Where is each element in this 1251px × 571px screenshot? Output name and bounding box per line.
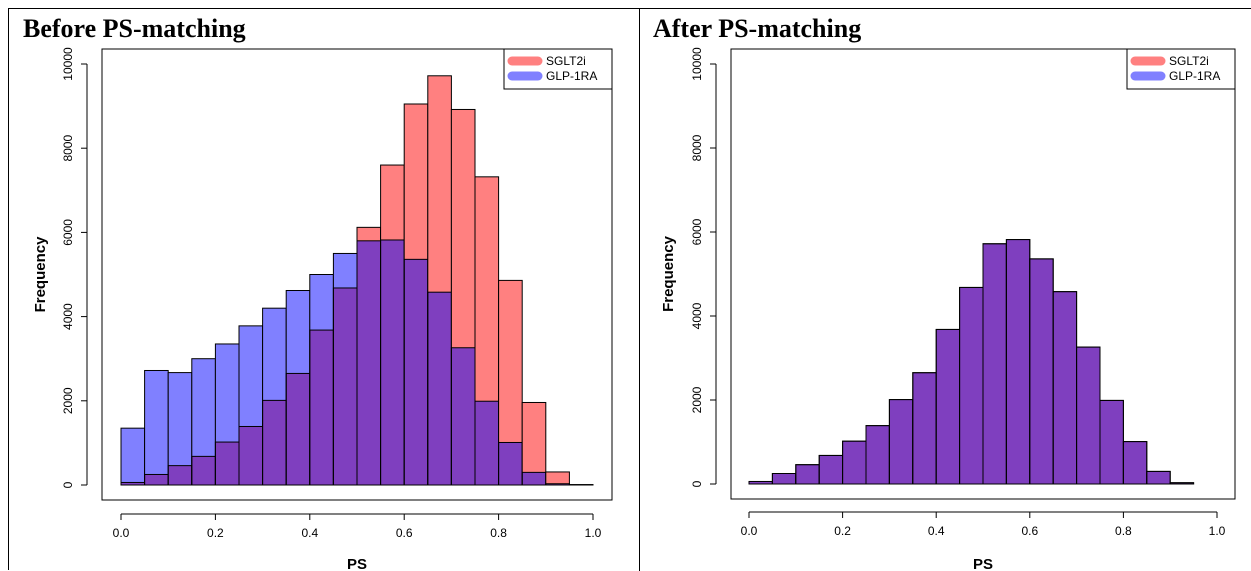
x-tick-label: 0.6 <box>1021 524 1038 538</box>
x-tick-label: 0.6 <box>396 526 413 540</box>
sglt2i-excess-bar <box>475 177 499 401</box>
overlap-bar <box>1077 347 1100 484</box>
y-tick-label: 0 <box>61 481 75 488</box>
sglt2i-excess-bar <box>404 104 428 259</box>
overlap-bar <box>983 244 1006 484</box>
y-tick-label: 8000 <box>61 135 75 162</box>
overlap-bar <box>357 241 381 485</box>
sglt2i-excess-bar <box>499 280 523 442</box>
overlap-bar <box>404 259 428 485</box>
sglt2i-excess-bar <box>428 76 452 292</box>
legend-label: SGLT2i <box>546 54 586 68</box>
y-tick-label: 8000 <box>690 134 704 161</box>
overlap-bar <box>1100 400 1123 484</box>
overlap-bar <box>1123 442 1146 484</box>
overlap-bar <box>1147 471 1170 484</box>
overlap-bar <box>866 426 889 484</box>
y-tick-label: 4000 <box>690 302 704 329</box>
overlap-bar <box>936 329 959 484</box>
y-axis-title: Frequency <box>32 236 49 313</box>
figure-frame: 0.0 0.2 0.4 0.6 0.8 1.0 PS 0 2000 4000 6000 8000 100… <box>8 8 1251 570</box>
overlap-bar <box>192 456 216 485</box>
x-tick-label: 0.4 <box>928 524 945 538</box>
before-panel-title: Before PS-matching <box>23 15 246 43</box>
glp1ra-excess-bar <box>121 428 145 482</box>
y-tick-label: 6000 <box>61 219 75 246</box>
overlap-bar <box>772 474 795 485</box>
glp1ra-excess-bar <box>239 326 263 427</box>
x-tick-label: 0.8 <box>1115 524 1132 538</box>
before-chart: 0.0 0.2 0.4 0.6 0.8 1.0 PS 0 2000 4000 6000 8000 100… <box>9 9 639 571</box>
overlap-bar <box>522 472 546 485</box>
overlap-bar <box>310 330 334 485</box>
y-tick-label: 2000 <box>690 386 704 413</box>
glp1ra-excess-bar <box>145 370 169 474</box>
overlap-bar <box>333 288 357 485</box>
legend-label: SGLT2i <box>1169 54 1209 68</box>
y-tick-label: 10000 <box>61 47 75 81</box>
overlap-bar <box>913 373 936 484</box>
overlap-bar <box>843 441 866 484</box>
overlap-bar <box>796 465 819 484</box>
x-tick-label: 1.0 <box>1209 524 1226 538</box>
sglt2i-excess-bar <box>522 402 546 472</box>
overlap-bar <box>960 287 983 484</box>
x-tick-label: 0.0 <box>113 526 130 540</box>
x-tick-label: 0.0 <box>741 524 758 538</box>
after-chart: 0.0 0.2 0.4 0.6 0.8 1.0 PS 0 2000 4000 6000 8000 100… <box>639 9 1251 571</box>
sglt2i-excess-bar <box>546 472 570 484</box>
overlap-bar <box>499 442 523 485</box>
glp1ra-excess-bar <box>286 290 310 373</box>
overlap-bar <box>168 466 192 485</box>
glp1ra-excess-bar <box>333 253 357 288</box>
sglt2i-excess-bar <box>451 109 475 347</box>
overlap-bar <box>475 401 499 485</box>
y-tick-label: 0 <box>690 480 704 487</box>
overlap-bar <box>239 426 263 485</box>
overlap-bar <box>819 455 842 484</box>
overlap-bar <box>263 400 287 485</box>
overlap-bar <box>889 400 912 484</box>
after-panel-title: After PS-matching <box>653 15 861 43</box>
overlap-bar <box>145 474 169 485</box>
overlap-bar <box>451 348 475 485</box>
sglt2i-excess-bar <box>381 165 405 240</box>
x-tick-label: 0.2 <box>207 526 224 540</box>
glp1ra-excess-bar <box>192 359 216 457</box>
glp1ra-excess-bar <box>310 275 334 331</box>
y-axis-title: Frequency <box>660 235 677 312</box>
y-tick-label: 2000 <box>61 387 75 414</box>
x-tick-label: 0.8 <box>490 526 507 540</box>
overlap-bar <box>215 442 239 485</box>
x-tick-label: 0.4 <box>301 526 318 540</box>
x-axis-title: PS <box>973 556 993 571</box>
legend-label: GLP-1RA <box>546 69 597 83</box>
overlap-bar <box>1030 259 1053 484</box>
overlap-bar <box>1053 292 1076 484</box>
x-axis-title: PS <box>347 556 367 571</box>
y-tick-label: 10000 <box>690 47 704 81</box>
overlap-bar <box>1006 240 1029 484</box>
y-tick-label: 6000 <box>690 218 704 245</box>
overlap-bar <box>381 240 405 485</box>
glp1ra-excess-bar <box>263 308 287 400</box>
x-tick-label: 0.2 <box>834 524 851 538</box>
x-tick-label: 1.0 <box>585 526 602 540</box>
overlap-bar <box>286 373 310 485</box>
glp1ra-excess-bar <box>168 373 192 466</box>
legend-label: GLP-1RA <box>1169 69 1220 83</box>
glp1ra-excess-bar <box>215 344 239 442</box>
y-tick-label: 4000 <box>61 303 75 330</box>
sglt2i-excess-bar <box>357 227 381 240</box>
overlap-bar <box>428 292 452 485</box>
